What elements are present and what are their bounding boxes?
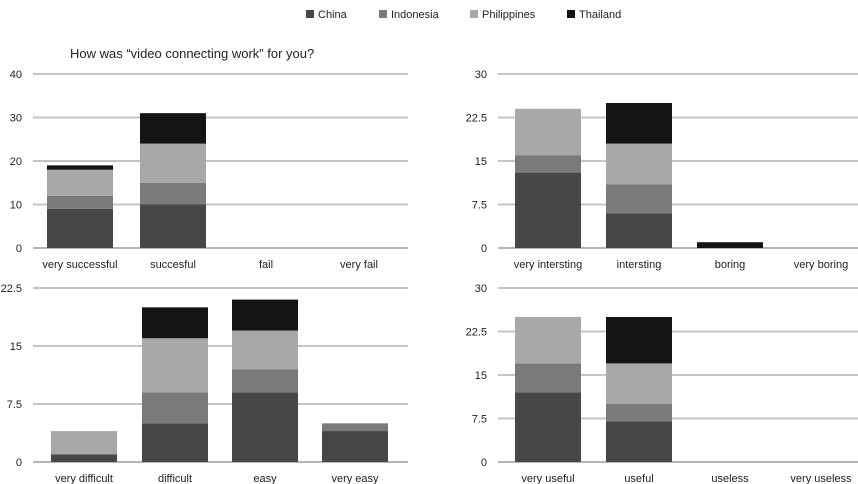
x-tick-label: very intersting [514,259,582,271]
y-tick-label: 7.5 [472,414,487,426]
y-tick-label: 40 [10,69,22,81]
bar-segment-china [322,431,388,462]
bar-segment-philippines [606,143,672,185]
x-tick-label: easy [253,473,277,484]
bar-segment-indonesia [322,423,388,432]
x-tick-label: very successful [42,259,117,271]
bar-segment-philippines [142,338,208,393]
bar-segment-china [142,423,208,462]
y-tick-label: 0 [16,243,22,255]
x-tick-label: fail [259,259,273,271]
x-tick-label: very useless [790,473,852,484]
y-tick-label: 30 [10,113,22,125]
bar-segment-philippines [51,431,117,455]
bar-segment-indonesia [232,369,298,393]
x-tick-label: very boring [794,259,848,271]
legend-item-indonesia: Indonesia [379,9,439,21]
bar-segment-china [140,204,206,248]
bar-segment-china [606,421,672,462]
legend-swatch-philippines [470,10,478,18]
bar-segment-indonesia [515,155,581,173]
bar-segment-thailand [142,307,208,339]
bar-segment-philippines [47,169,113,196]
x-tick-label: succesful [150,259,196,271]
legend-swatch-china [306,10,314,18]
bar-segment-philippines [140,143,206,183]
legend-label-philippines: Philippines [482,9,536,21]
legend-swatch-indonesia [379,10,387,18]
bar-segment-philippines [606,363,672,404]
legend-swatch-thailand [567,10,575,18]
bar-segment-indonesia [47,195,113,209]
chart-3: 0 7.5 15 22.5 30 very useful useful useless very… [466,283,858,484]
bar-segment-indonesia [142,392,208,424]
y-tick-label: 22.5 [466,327,487,339]
bar-segment-thailand [47,165,113,170]
bar-segment-china [606,213,672,248]
x-tick-label: intersting [617,259,662,271]
bar-segment-indonesia [606,404,672,422]
y-tick-label: 10 [10,200,22,212]
x-tick-label: difficult [158,473,192,484]
chart-title: How was “video connecting work” for you? [70,46,314,61]
bar-segment-thailand [606,103,672,144]
legend-label-china: China [318,9,347,21]
bar-segment-china [232,392,298,462]
x-tick-label: useless [711,473,749,484]
chart-0: 0 10 20 30 40 very successful succesful fail ver… [10,46,408,271]
bar-segment-philippines [515,108,581,156]
legend: China Indonesia Philippines Thailand [0,6,858,26]
legend-item-china: China [306,9,347,21]
bar-segment-thailand [232,299,298,331]
chart-2: 0 7.5 15 22.5 very difficult difficult easy ver… [1,283,408,484]
y-tick-label: 7.5 [472,200,487,212]
x-tick-label: very difficult [55,473,113,484]
x-tick-label: useful [624,473,653,484]
y-tick-label: 0 [16,457,22,469]
bar-segment-thailand [140,113,206,144]
y-tick-label: 20 [10,156,22,168]
chart-1: 0 7.5 15 22.5 30 very intersting intersting bor… [466,69,858,271]
y-tick-label: 22.5 [466,113,487,125]
bar-segment-china [51,454,117,462]
bar-segment-china [47,208,113,248]
y-tick-label: 22.5 [1,283,22,295]
legend-label-thailand: Thailand [579,9,622,21]
y-tick-label: 15 [475,370,487,382]
y-tick-label: 15 [10,341,22,353]
bar-segment-indonesia [515,363,581,393]
y-tick-label: 15 [475,156,487,168]
x-tick-label: very easy [331,473,379,484]
legend-item-philippines: Philippines [470,9,535,21]
bar-segment-thailand [697,242,763,248]
bar-segment-china [515,392,581,462]
y-tick-label: 0 [481,243,487,255]
y-tick-label: 7.5 [7,399,22,411]
bar-segment-indonesia [606,184,672,214]
legend-label-indonesia: Indonesia [391,9,439,21]
y-tick-label: 0 [481,457,487,469]
x-tick-label: very useful [521,473,574,484]
bar-segment-philippines [515,317,581,364]
bar-segment-thailand [606,317,672,364]
y-tick-label: 30 [475,283,487,295]
y-tick-label: 30 [475,69,487,81]
x-tick-label: very fail [340,259,378,271]
x-tick-label: boring [715,259,746,271]
bar-segment-china [515,172,581,248]
legend-item-thailand: Thailand [567,9,621,21]
bar-segment-indonesia [140,182,206,205]
bar-segment-philippines [232,330,298,370]
